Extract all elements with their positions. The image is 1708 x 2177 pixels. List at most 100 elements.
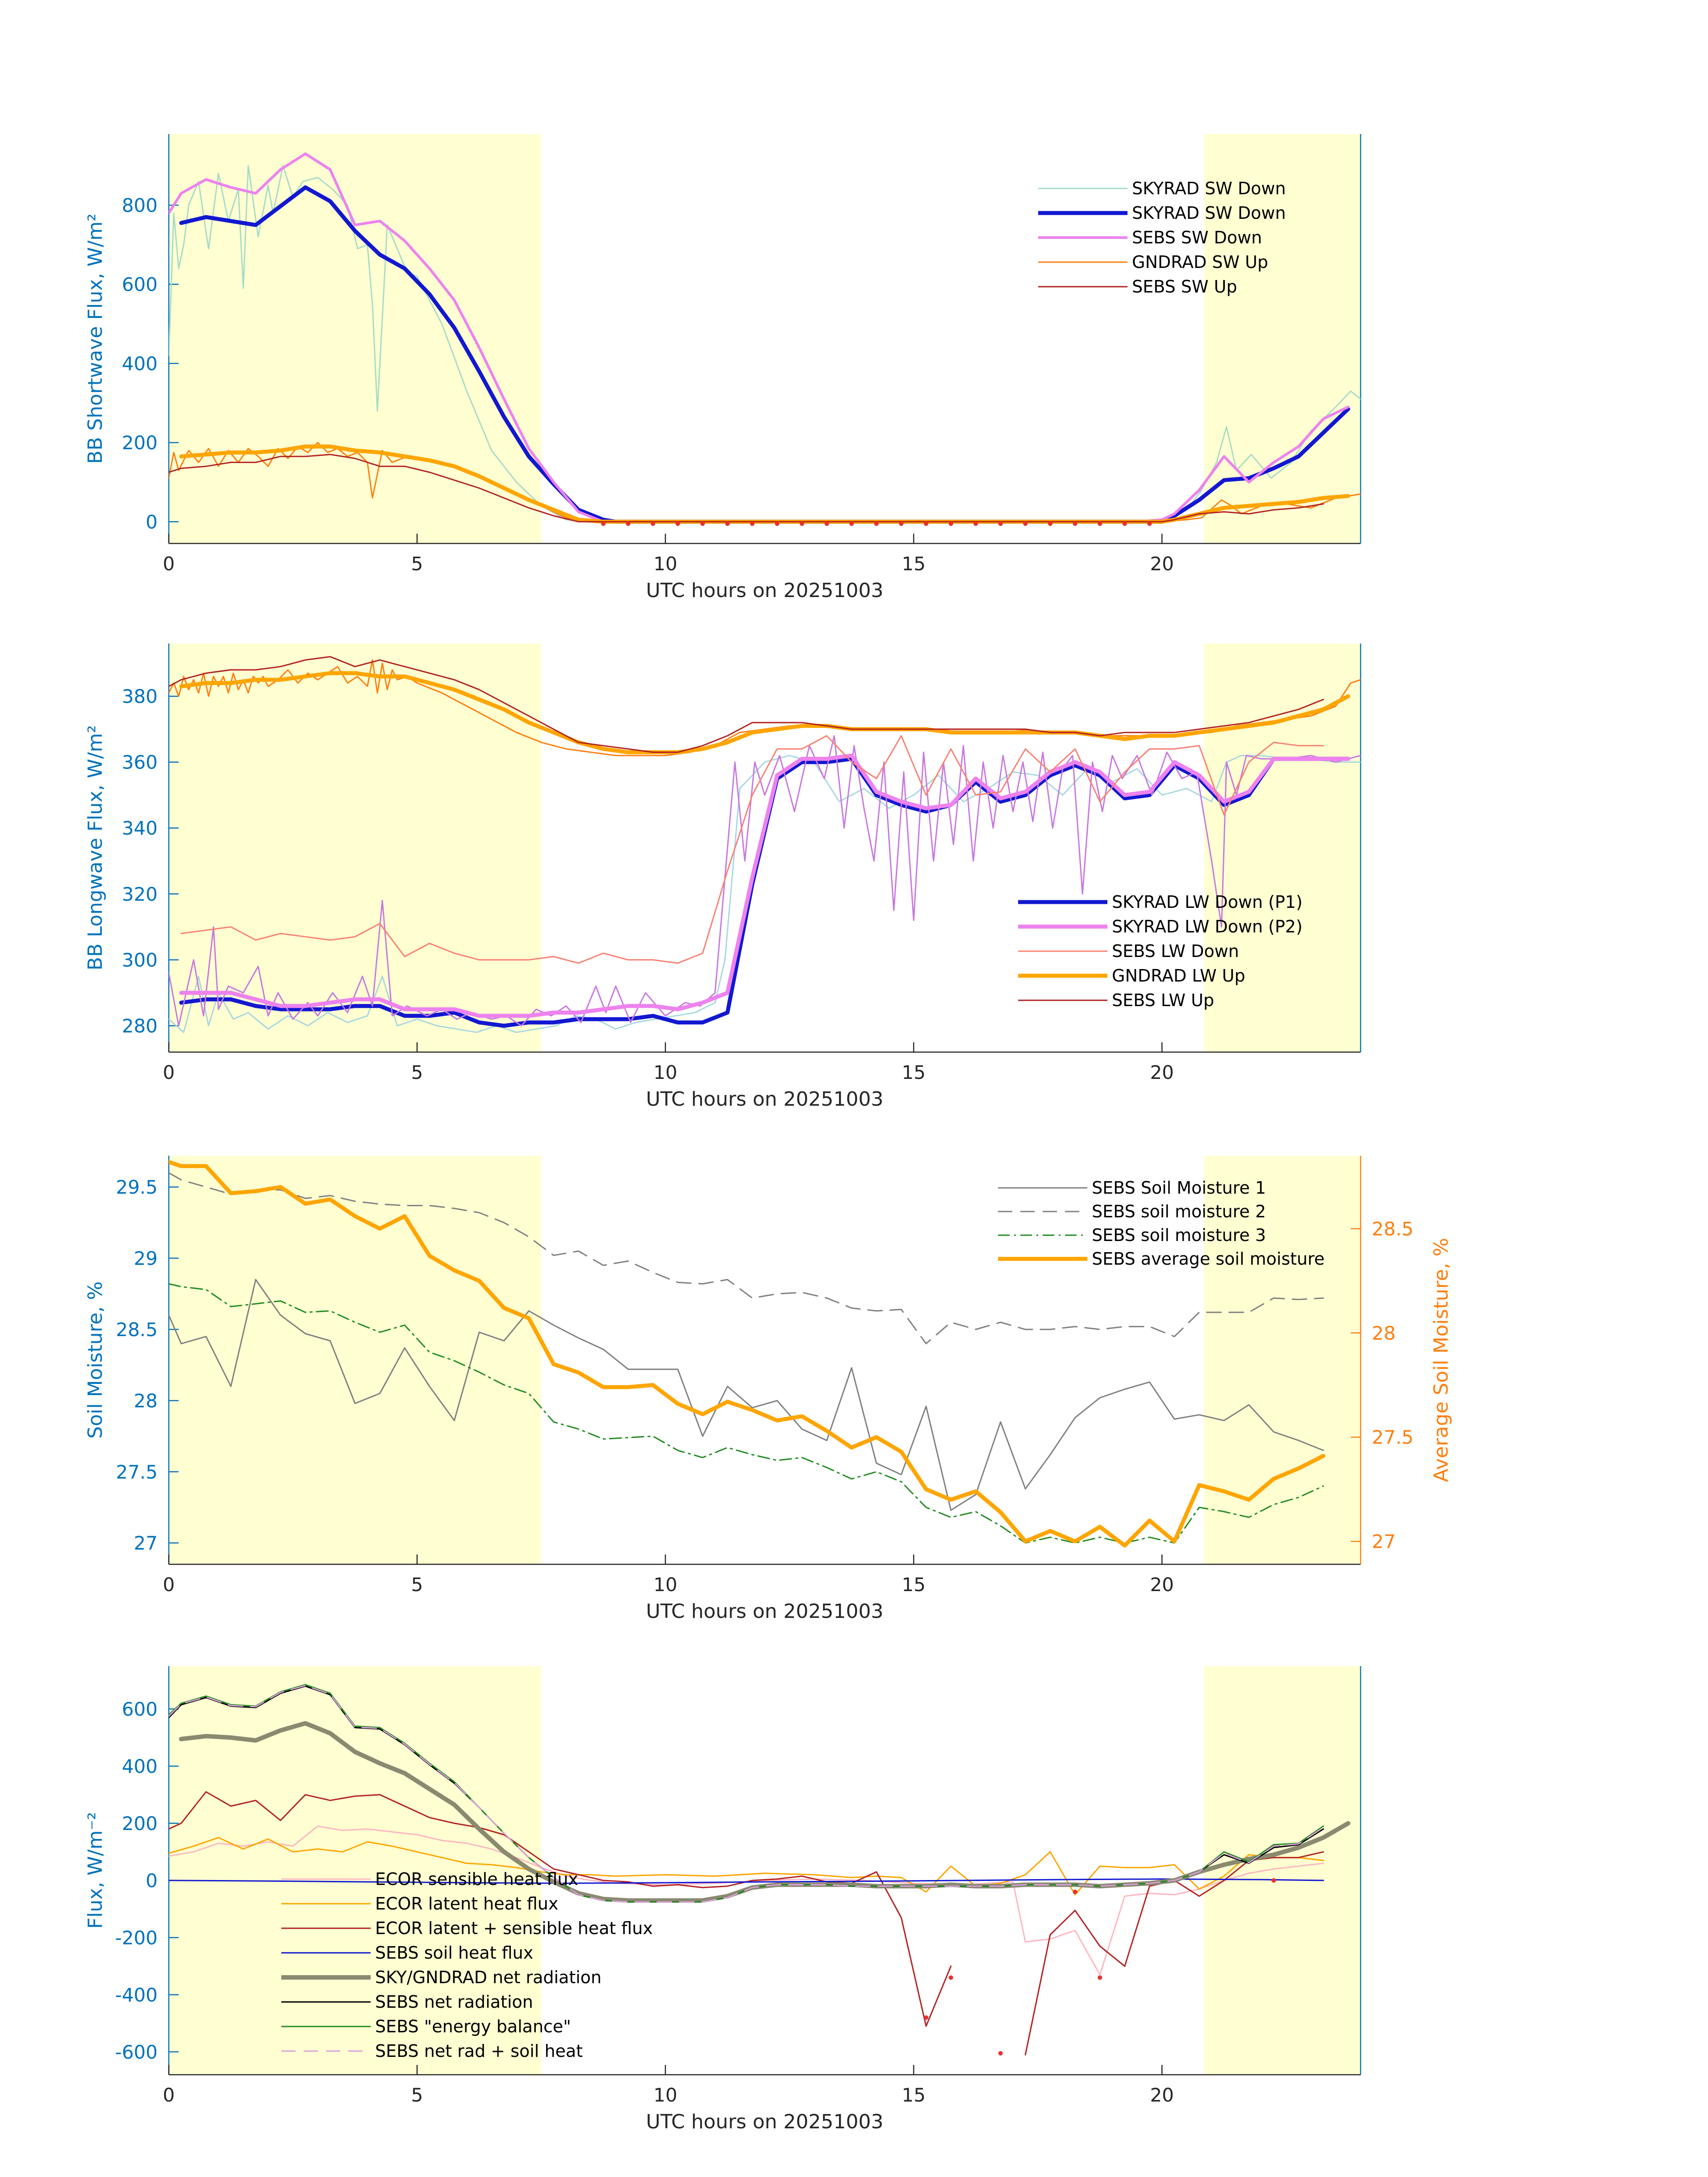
legend: SKYRAD SW Down SKYRAD SW Down SEBS SW Down…: [1038, 179, 1286, 297]
data-point-marker: [874, 521, 879, 526]
legend-label: SKYRAD SW Down: [1132, 203, 1286, 223]
series-line-sebs-average-soil-moisture: [169, 1160, 1326, 1548]
legend-label: SEBS SW Down: [1132, 228, 1262, 247]
x-tick-label: 5: [411, 2084, 423, 2106]
legend: SEBS Soil Moisture 1 SEBS soil moisture 2…: [998, 1178, 1324, 1269]
legend-label: SKYRAD SW Down: [1132, 179, 1286, 198]
night-shade-band: [1204, 643, 1361, 1052]
legend-label: SKYRAD LW Down (P2): [1112, 917, 1303, 936]
legend: ECOR sensible heat flux ECOR latent heat …: [281, 1869, 653, 2061]
series-line-sebs-sw-up: [169, 454, 1324, 522]
data-point-marker: [799, 521, 804, 526]
data-point-marker: [1098, 1975, 1102, 1980]
data-point-marker: [1098, 521, 1102, 526]
x-tick-label: 10: [653, 2084, 677, 2106]
chart-panel-longwave: 0 5 10 15 20 280 300 320 340 360 380 UTC hours on 2…: [84, 643, 1361, 1111]
x-tick-label: 20: [1150, 2084, 1173, 2106]
chart-panel-soil_moisture: 0 5 10 15 20 27 27.5 28 28.5 29 29.5 27 27.5 28 28.5 UT…: [84, 1156, 1453, 1623]
legend-label: SEBS "energy balance": [375, 2017, 571, 2036]
x-tick-label: 0: [163, 1061, 175, 1083]
data-point-marker: [923, 2015, 928, 2020]
series-group: [169, 1160, 1326, 1548]
night-shade-band: [1204, 134, 1361, 543]
x-tick-label: 0: [163, 1574, 175, 1596]
data-point-marker: [899, 521, 904, 526]
y2-tick-label: 27.5: [1372, 1426, 1414, 1448]
series-line-sebs-net-rad-soil-heat: [169, 1685, 1324, 1903]
x-tick-label: 10: [653, 1574, 677, 1596]
data-point-marker: [626, 521, 631, 526]
data-point-marker: [601, 521, 606, 526]
data-point-marker: [1048, 521, 1052, 526]
legend-label: ECOR latent + sensible heat flux: [375, 1918, 653, 1938]
y-tick-label: 600: [122, 274, 158, 296]
data-point-marker: [1122, 521, 1127, 526]
y2-tick-label: 27: [1372, 1531, 1395, 1553]
legend-label: SEBS LW Up: [1112, 990, 1214, 1010]
legend-label: SEBS net radiation: [375, 1992, 533, 2012]
y-tick-label: 380: [122, 685, 158, 707]
x-tick-label: 15: [902, 553, 925, 575]
y-tick-label: 400: [122, 353, 158, 375]
data-point-marker: [923, 521, 928, 526]
y-tick-label: 340: [122, 817, 158, 839]
data-point-marker: [948, 1975, 953, 1980]
data-point-marker: [998, 2051, 1003, 2056]
data-point-marker: [973, 521, 978, 526]
data-point-marker: [1271, 1878, 1276, 1883]
x-tick-label: 0: [163, 2084, 175, 2106]
series-group: [169, 1684, 1351, 2056]
y-tick-label: 280: [122, 1015, 158, 1037]
night-shade-band: [169, 134, 542, 543]
y2-axis-label: Average Soil Moisture, %: [1430, 1238, 1453, 1482]
data-point-marker: [948, 521, 953, 526]
y-tick-label: 200: [122, 432, 158, 454]
series-group: [169, 152, 1361, 526]
legend-label: SEBS SW Up: [1132, 277, 1237, 297]
x-axis-label: UTC hours on 20251003: [646, 1088, 884, 1111]
legend-label: SEBS soil moisture 3: [1092, 1225, 1266, 1245]
series-line-sebs-soil-moisture-2: [169, 1172, 1324, 1345]
legend-label: SKYRAD LW Down (P1): [1112, 892, 1303, 912]
data-point-marker: [849, 521, 854, 526]
series-line-ecor-sensible-heat-flux: [169, 1825, 1324, 1976]
data-point-marker: [651, 521, 656, 526]
y2-tick-label: 28: [1372, 1322, 1395, 1344]
y-tick-label: 320: [122, 883, 158, 905]
y2-tick-label: 28.5: [1372, 1218, 1414, 1240]
y-axis-label: Soil Moisture, %: [84, 1281, 107, 1438]
legend-label: SEBS average soil moisture: [1092, 1249, 1324, 1269]
x-tick-label: 15: [902, 2084, 925, 2106]
legend-label: SEBS net rad + soil heat: [375, 2041, 583, 2061]
y-tick-label: 27: [134, 1532, 158, 1554]
y-tick-label: 28: [134, 1390, 158, 1412]
series-group: [169, 656, 1361, 1033]
series-line-skyrad-lw-down-p2: [179, 753, 1350, 1018]
y-tick-label: 28.5: [116, 1319, 158, 1341]
series-line-skyrad-lw-down-p2: [169, 735, 1361, 1027]
x-tick-label: 5: [411, 553, 423, 575]
y-tick-label: 400: [122, 1755, 158, 1777]
y-axis-label: BB Shortwave Flux, W/m²: [84, 213, 107, 464]
legend-label: SEBS soil moisture 2: [1092, 1202, 1266, 1221]
data-point-marker: [1147, 521, 1152, 526]
y-tick-label: 29.5: [116, 1176, 158, 1198]
night-shade-band: [169, 1666, 542, 2075]
series-line-sebs-soil-moisture-1: [169, 1279, 1324, 1511]
legend-label: ECOR sensible heat flux: [375, 1869, 578, 1889]
x-axis-label: UTC hours on 20251003: [646, 2110, 884, 2133]
legend-label: SEBS LW Down: [1112, 941, 1239, 961]
data-point-marker: [675, 521, 680, 526]
chart-panel-flux: 0 5 10 15 20 -600 -400 -200 0 200 400 600 UTC hours …: [84, 1666, 1361, 2133]
y-axis-label: BB Longwave Flux, W/m²: [84, 725, 107, 970]
legend: SKYRAD LW Down (P1) SKYRAD LW Down (P2) SE…: [1018, 892, 1303, 1010]
data-point-marker: [998, 521, 1003, 526]
night-shade-band: [169, 643, 542, 1052]
night-shade-band: [1204, 1156, 1361, 1564]
data-point-marker: [1073, 521, 1077, 526]
x-axis-label: UTC hours on 20251003: [646, 1600, 884, 1623]
data-point-marker: [1023, 521, 1028, 526]
x-tick-label: 5: [411, 1061, 423, 1083]
x-tick-label: 15: [902, 1574, 925, 1596]
